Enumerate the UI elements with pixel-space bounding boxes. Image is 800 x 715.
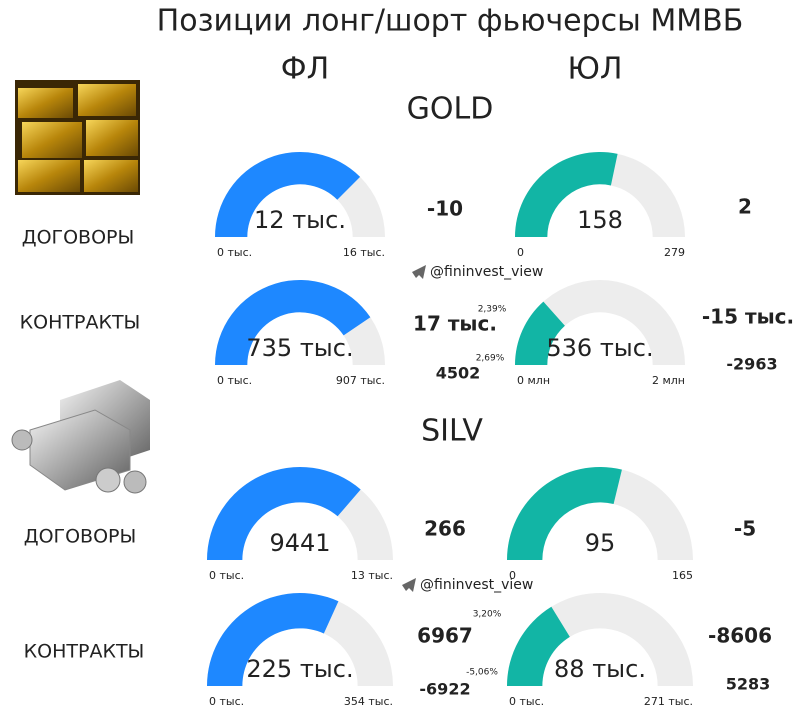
row-label: ДОГОВОРЫ [22, 227, 135, 249]
section-title: GOLD [407, 92, 494, 127]
gauge-tick-label: 0 тыс. [209, 695, 244, 708]
column-header: ФЛ [281, 52, 329, 87]
gauge-value-label: 225 тыс. [246, 655, 353, 683]
gauge-tick-label: 0 тыс. [509, 695, 544, 708]
annotation-delta: -10 [427, 197, 463, 221]
row-label: КОНТРАКТЫ [24, 641, 145, 663]
annotation-delta-pct: 3,20% [473, 610, 502, 620]
gauge-tick-label: 165 [672, 569, 693, 582]
watermark-text: @fininvest_view [430, 264, 543, 280]
annotation-second: -2963 [726, 355, 777, 374]
gauge-value-label: 12 тыс. [254, 206, 346, 234]
gauge-tick-label: 354 тыс. [344, 695, 393, 708]
annotation-second: -6922 [419, 680, 470, 699]
annotation-second-pct: 2,69% [476, 354, 505, 364]
gauge-tick-label: 2 млн [652, 374, 685, 387]
row-label: КОНТРАКТЫ [20, 312, 141, 334]
gauge-tick-label: 0 млн [517, 374, 550, 387]
annotation-delta: -8606 [708, 624, 772, 648]
gauge-value [515, 152, 618, 237]
annotation-second: 4502 [436, 364, 481, 383]
annotation-second: 5283 [726, 675, 771, 694]
gauge-value [215, 152, 361, 237]
watermark-text: @fininvest_view [420, 577, 533, 593]
gauge-tick-label: 16 тыс. [343, 246, 385, 259]
gauge-tick-label: 0 [517, 246, 524, 259]
column-header: ЮЛ [568, 52, 623, 87]
gauge-track [515, 280, 685, 365]
gauge-tick-label: 0 тыс. [217, 374, 252, 387]
gauge-tick-label: 907 тыс. [336, 374, 385, 387]
silver-image [11, 380, 150, 494]
gauge-value [507, 466, 622, 560]
annotation-delta: 17 тыс. [413, 312, 497, 336]
gauge-value-label: 536 тыс. [546, 334, 653, 362]
gauge-value-label: 95 [585, 529, 616, 557]
gauge-value [207, 467, 361, 560]
gauge-value-label: 735 тыс. [246, 334, 353, 362]
gauge-tick-label: 279 [664, 246, 685, 259]
gauge-value [515, 301, 565, 365]
gauge-value-label: 158 [577, 206, 623, 234]
gauge-tick-label: 0 тыс. [217, 246, 252, 259]
annotation-delta-pct: 2,39% [478, 305, 507, 315]
annotation-delta: -15 тыс. [702, 305, 794, 329]
gauge-value [507, 606, 570, 686]
gauge-value-label: 88 тыс. [554, 655, 646, 683]
annotation-delta: 266 [424, 517, 466, 541]
gauge-tick-label: 0 тыс. [209, 569, 244, 582]
gauge-value [207, 592, 339, 686]
gauge-tick-label: 13 тыс. [351, 569, 393, 582]
section-title: SILV [421, 414, 483, 449]
annotation-second-pct: -5,06% [466, 668, 498, 678]
gauge-value-label: 9441 [269, 529, 330, 557]
gauge-value [215, 279, 371, 365]
title: Позиции лонг/шорт фьючерсы ММВБ [157, 4, 744, 39]
gauge-tick-label: 0 [509, 569, 516, 582]
annotation-delta: 6967 [417, 624, 473, 648]
watermark: @fininvest_view [412, 264, 543, 280]
gauge-tick-label: 271 тыс. [644, 695, 693, 708]
gold-image [15, 80, 140, 195]
row-label: ДОГОВОРЫ [24, 526, 137, 548]
watermark: @fininvest_view [402, 577, 533, 593]
annotation-delta: 2 [738, 195, 752, 219]
annotation-delta: -5 [734, 517, 756, 541]
